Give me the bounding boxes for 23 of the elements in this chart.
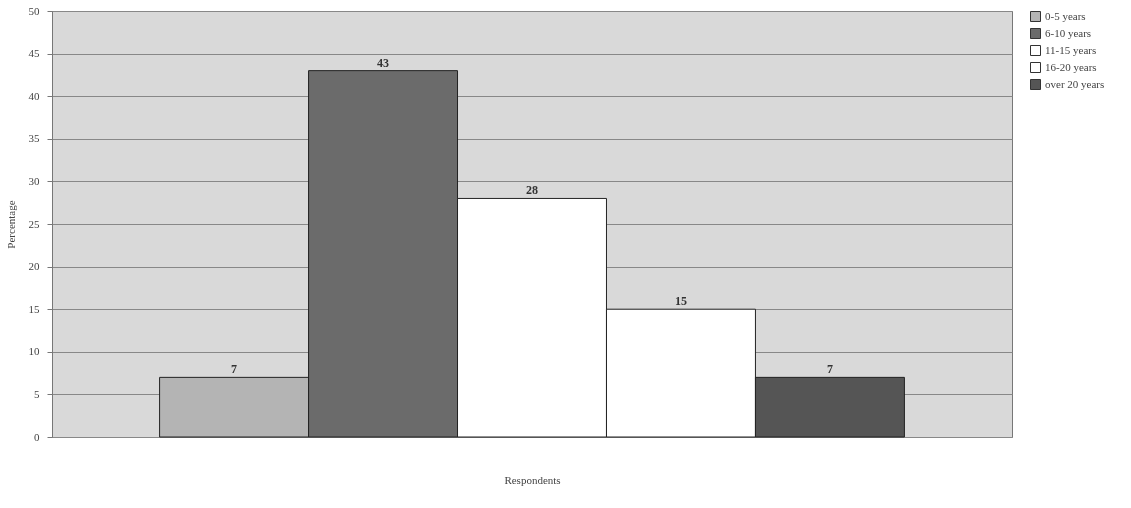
data-label: 7 xyxy=(231,362,238,377)
legend-label: 0-5 years xyxy=(1045,9,1086,22)
data-label: 28 xyxy=(526,183,538,198)
x-axis-title: Respondents xyxy=(504,473,561,486)
y-tick-label: 15 xyxy=(28,302,40,315)
legend-label: over 20 years xyxy=(1045,77,1105,90)
y-tick-label: 5 xyxy=(34,387,40,400)
y-tick-label: 25 xyxy=(28,217,40,230)
y-tick-label: 0 xyxy=(34,430,40,443)
data-label: 15 xyxy=(674,294,687,309)
legend-label: 6-10 years xyxy=(1045,26,1092,39)
data-label: 7 xyxy=(826,362,833,377)
y-tick-label: 40 xyxy=(28,89,40,102)
y-axis-title: Percentage xyxy=(4,200,17,249)
y-tick-label: 50 xyxy=(28,4,40,17)
y-tick-label: 30 xyxy=(28,174,40,187)
y-tick-label: 35 xyxy=(28,132,40,145)
legend-label: 11-15 years xyxy=(1045,43,1097,56)
y-tick-label: 10 xyxy=(28,345,40,358)
data-label: 43 xyxy=(377,55,390,70)
y-tick-label: 20 xyxy=(28,260,40,273)
y-tick-label: 45 xyxy=(28,47,40,60)
legend-label: 16-20 years xyxy=(1045,60,1097,73)
